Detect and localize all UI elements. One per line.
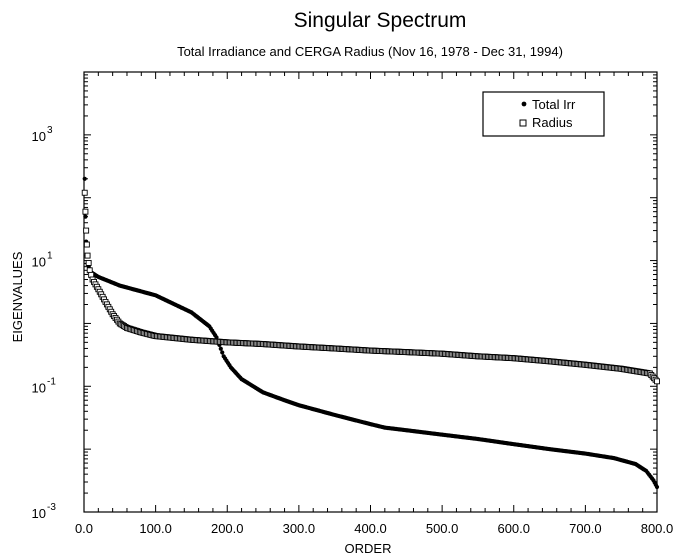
x-tick-label: 400.0 [354, 521, 387, 536]
x-tick-label: 800.0 [641, 521, 674, 536]
plot-frame [83, 71, 658, 513]
total-irr-point [83, 214, 88, 219]
y-tick-exponent: 3 [47, 125, 53, 136]
chart-title: Singular Spectrum [294, 9, 467, 32]
x-tick-label: 100.0 [139, 521, 172, 536]
tick-labels: 0.0 100.0 200.0 300.0 400.0 500.0 600.0 700.0 80… [32, 125, 674, 536]
x-tick-label: 600.0 [497, 521, 530, 536]
radius-point [81, 189, 88, 196]
legend-marker-radius [519, 119, 527, 127]
x-tick-label: 300.0 [283, 521, 316, 536]
data-points [81, 176, 660, 490]
radius-point [82, 208, 89, 215]
y-tick-exponent: -1 [47, 376, 56, 387]
radius-point [85, 260, 92, 266]
x-tick-label: 0.0 [75, 521, 93, 536]
chart-subtitle: Total Irradiance and CERGA Radius (Nov 1… [177, 44, 563, 59]
radius-point [654, 378, 660, 385]
y-tick-label: 10 [32, 255, 46, 270]
y-tick-label: 10 [32, 380, 46, 395]
radius-point [84, 252, 91, 259]
y-tick-label: 10 [32, 129, 46, 144]
legend-box [482, 91, 605, 137]
total-irr-point [654, 484, 660, 490]
total-irr-point [220, 350, 225, 355]
y-axis-label: EIGENVALUES [10, 251, 25, 342]
x-tick-label: 700.0 [569, 521, 602, 536]
y-tick-label: 10 [32, 506, 46, 521]
x-tick-label: 200.0 [211, 521, 244, 536]
total-irr-point [82, 176, 87, 181]
y-tick-exponent: 1 [47, 251, 53, 262]
legend: Total Irr Radius [482, 91, 605, 137]
axis-ticks [83, 71, 658, 513]
y-tick-exponent: -3 [47, 502, 56, 513]
x-tick-label: 500.0 [426, 521, 459, 536]
total-irr-point [218, 346, 223, 351]
legend-label-radius: Radius [532, 115, 573, 130]
radius-point [83, 227, 90, 234]
legend-label-total-irr: Total Irr [532, 97, 576, 112]
x-axis-label: ORDER [345, 541, 392, 556]
legend-marker-total-irr [521, 101, 527, 107]
radius-point [83, 241, 90, 248]
